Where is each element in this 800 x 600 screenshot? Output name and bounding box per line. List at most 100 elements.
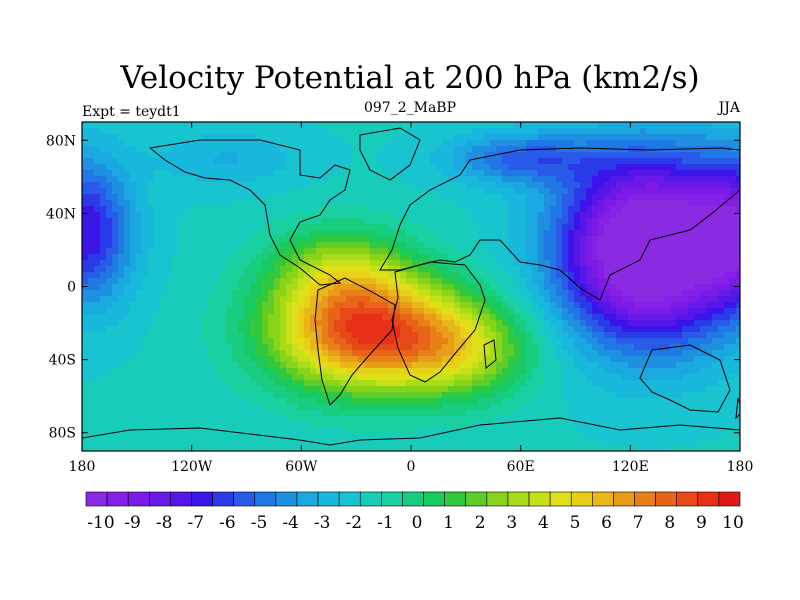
field-cell: [154, 218, 161, 225]
field-cell: [736, 242, 740, 249]
field-cell: [106, 296, 113, 303]
field-cell: [520, 296, 527, 303]
field-cell: [388, 194, 395, 201]
field-cell: [346, 152, 353, 159]
field-cell: [118, 308, 125, 315]
field-cell: [460, 164, 467, 171]
field-cell: [706, 314, 713, 321]
field-cell: [688, 278, 695, 285]
field-cell: [730, 338, 737, 345]
field-cell: [346, 260, 353, 267]
field-cell: [730, 212, 737, 219]
field-cell: [556, 332, 563, 339]
field-cell: [322, 260, 329, 267]
field-cell: [148, 290, 155, 297]
field-cell: [112, 218, 119, 225]
field-cell: [118, 182, 125, 189]
field-cell: [718, 302, 725, 309]
field-cell: [508, 302, 515, 309]
field-cell: [508, 230, 515, 237]
field-cell: [400, 314, 407, 321]
field-cell: [520, 314, 527, 321]
field-cell: [268, 284, 275, 291]
field-cell: [352, 122, 359, 129]
field-cell: [676, 254, 683, 261]
field-cell: [526, 278, 533, 285]
field-cell: [496, 254, 503, 261]
field-cell: [652, 248, 659, 255]
field-cell: [322, 248, 329, 255]
field-cell: [82, 272, 89, 279]
field-cell: [562, 350, 569, 357]
field-cell: [706, 170, 713, 177]
field-cell: [178, 134, 185, 141]
field-cell: [700, 206, 707, 213]
field-cell: [712, 380, 719, 387]
field-cell: [208, 272, 215, 279]
field-cell: [250, 266, 257, 273]
field-cell: [604, 338, 611, 345]
field-cell: [196, 188, 203, 195]
field-cell: [502, 152, 509, 159]
field-cell: [646, 260, 653, 267]
field-cell: [112, 158, 119, 165]
field-cell: [532, 314, 539, 321]
field-cell: [280, 230, 287, 237]
field-cell: [400, 230, 407, 237]
field-cell: [256, 188, 263, 195]
field-cell: [202, 272, 209, 279]
field-cell: [316, 326, 323, 333]
field-cell: [592, 176, 599, 183]
field-cell: [202, 218, 209, 225]
field-cell: [286, 338, 293, 345]
field-cell: [124, 206, 131, 213]
field-cell: [250, 308, 257, 315]
field-cell: [118, 386, 125, 393]
field-cell: [358, 140, 365, 147]
field-cell: [466, 350, 473, 357]
field-cell: [406, 260, 413, 267]
field-cell: [154, 380, 161, 387]
field-cell: [166, 200, 173, 207]
field-cell: [118, 302, 125, 309]
field-cell: [508, 158, 515, 165]
field-cell: [436, 332, 443, 339]
field-cell: [88, 134, 95, 141]
field-cell: [406, 236, 413, 243]
field-cell: [478, 158, 485, 165]
field-cell: [604, 356, 611, 363]
field-cell: [328, 236, 335, 243]
field-cell: [82, 296, 89, 303]
field-cell: [214, 308, 221, 315]
field-cell: [664, 386, 671, 393]
field-cell: [646, 248, 653, 255]
field-cell: [520, 374, 527, 381]
field-cell: [706, 158, 713, 165]
field-cell: [94, 320, 101, 327]
field-cell: [634, 302, 641, 309]
field-cell: [304, 134, 311, 141]
field-cell: [274, 248, 281, 255]
field-cell: [166, 236, 173, 243]
field-cell: [658, 308, 665, 315]
field-cell: [154, 338, 161, 345]
field-cell: [694, 350, 701, 357]
field-cell: [106, 344, 113, 351]
field-cell: [100, 284, 107, 291]
field-cell: [160, 182, 167, 189]
field-cell: [298, 368, 305, 375]
field-cell: [670, 332, 677, 339]
field-cell: [94, 170, 101, 177]
field-cell: [304, 218, 311, 225]
field-cell: [712, 140, 719, 147]
field-cell: [244, 182, 251, 189]
field-cell: [466, 266, 473, 273]
field-cell: [658, 296, 665, 303]
field-cell: [670, 290, 677, 297]
field-cell: [658, 344, 665, 351]
field-cell: [592, 284, 599, 291]
field-cell: [232, 278, 239, 285]
field-cell: [562, 128, 569, 135]
field-cell: [496, 278, 503, 285]
field-cell: [604, 200, 611, 207]
